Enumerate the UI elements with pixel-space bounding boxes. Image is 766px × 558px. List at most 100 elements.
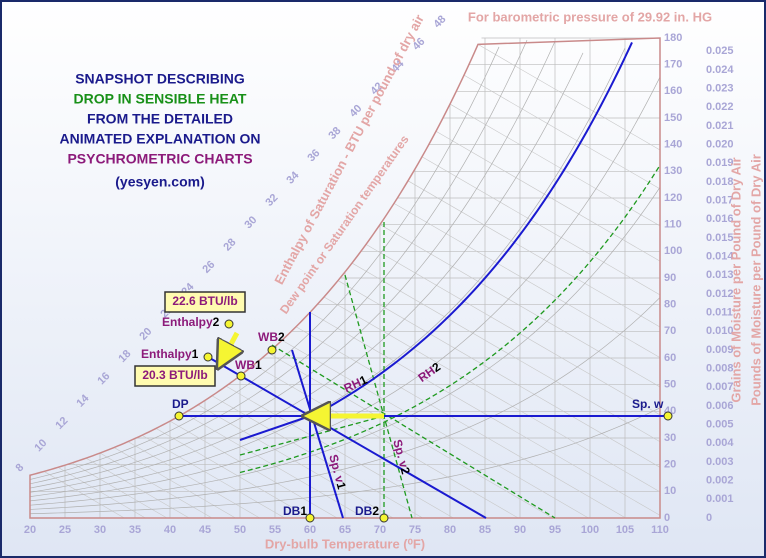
header-note: For barometric pressure of 29.92 in. HG [468,9,712,24]
callout-text: 22.6 BTU/lb [172,294,237,308]
grid-line [421,156,661,296]
point-name: WB [235,358,255,372]
grains-tick-label: 180 [664,32,682,44]
point-label: WB2 [258,330,285,344]
x-tick-label: 25 [59,524,71,536]
pounds-tick-label: 0.021 [706,120,734,132]
grid-line [155,428,311,519]
pounds-tick-label: 0.015 [706,232,734,244]
point-dot [663,411,673,421]
x-tick-label: 20 [24,524,36,536]
point-index: 1 [192,347,199,361]
pounds-tick-label: 0.003 [706,456,734,468]
grains-tick-label: 140 [664,139,682,151]
pounds-tick-label: 0.016 [706,213,734,225]
x-tick-label: 75 [409,524,421,536]
grains-tick-label: 170 [664,59,682,71]
pounds-tick-label: 0.020 [706,139,734,151]
grid-line [113,447,236,519]
pounds-tick-label: 0.014 [706,251,734,263]
point-name: DP [172,397,189,411]
pounds-tick-label: 0.012 [706,288,734,300]
line-name: RH [342,376,364,396]
point-index: 1 [300,504,307,518]
grid-line [281,340,589,519]
pounds-tick-label: 0.025 [706,45,734,57]
wb1-line [207,356,487,519]
line-index: 1 [333,481,348,491]
pounds-tick-label: 0 [706,512,712,524]
point-dot [267,345,277,355]
point-label: Sp. w [632,397,664,411]
rh-curve [29,39,528,485]
grid-line [141,434,285,519]
spv2-line [344,274,413,519]
pounds-axis-title: Pounds of Moisture per Pound of Dry Air [748,154,763,406]
pounds-tick-label: 0.024 [706,64,734,76]
point-dot [224,319,234,329]
grid-line [407,180,661,328]
grains-tick-label: 160 [664,85,682,97]
x-tick-label: 30 [94,524,106,536]
x-tick-label: 95 [549,524,561,536]
point-name: DB [355,504,373,518]
point-name: DB [283,504,301,518]
point-dot [305,513,315,523]
title-line: (yesyen.com) [115,174,204,190]
pounds-tick-label: 0.019 [706,157,734,169]
grid-line [477,44,661,151]
grid-line [43,471,125,519]
spv1-line [291,349,344,519]
grains-tick-label: 0 [664,512,670,524]
x-tick-label: 70 [374,524,386,536]
point-name: Enthalpy [141,347,192,361]
x-tick-label: 50 [234,524,246,536]
grid-line [323,296,661,493]
rh-curve [29,76,661,502]
grid-line [393,203,661,358]
x-tick-label: 110 [651,524,669,536]
x-tick-label: 105 [616,524,634,536]
rh-curve [29,46,500,480]
x-tick-label: 80 [444,524,456,536]
point-name: WB [258,330,278,344]
grains-tick-label: 80 [664,299,676,311]
wb2-line [271,344,556,519]
x-tick-label: 40 [164,524,176,536]
callout-box [134,365,216,387]
grains-tick-label: 110 [664,219,682,231]
grains-tick-label: 90 [664,272,676,284]
grid-line [71,462,168,519]
x-tick-label: 55 [269,524,281,536]
grid: 20 25 30 35 40 45 50 55 60 65 70 75 80 85 90 95 100 105 11… [14,9,764,551]
point-dot [174,411,184,421]
title-line: ANIMATED EXPLANATION ON [60,131,261,147]
rh-curve [29,41,556,489]
chart-border [29,37,661,519]
overlay: SNAPSHOT DESCRIBING DROP IN SENSIBLE HEAT… [60,42,673,523]
grid-line [309,312,661,516]
grid-line [351,262,661,442]
grains-tick-label: 70 [664,325,676,337]
x-tick-label: 35 [129,524,141,536]
pounds-tick-label: 0.013 [706,269,734,281]
grains-tick-label: 130 [664,165,682,177]
x-tick-label: 65 [339,524,351,536]
grid-line [449,103,661,227]
x-tick-label: 100 [581,524,599,536]
grains-tick-label: 20 [664,459,676,471]
line-index: 2 [397,466,412,476]
point-index: 2 [372,504,379,518]
pounds-tick-label: 0.006 [706,400,734,412]
grains-tick-label: 50 [664,379,676,391]
grid-line [57,467,146,519]
pounds-tick-label: 0.004 [706,437,734,449]
grains-tick-label: 120 [664,192,682,204]
grains-tick-label: 150 [664,112,682,124]
point-name: Sp. w [632,397,664,411]
point-name: Enthalpy [162,315,213,329]
point-label: DB1 [283,504,307,518]
rh-curve [29,297,661,510]
pounds-tick-label: 0.010 [706,325,734,337]
